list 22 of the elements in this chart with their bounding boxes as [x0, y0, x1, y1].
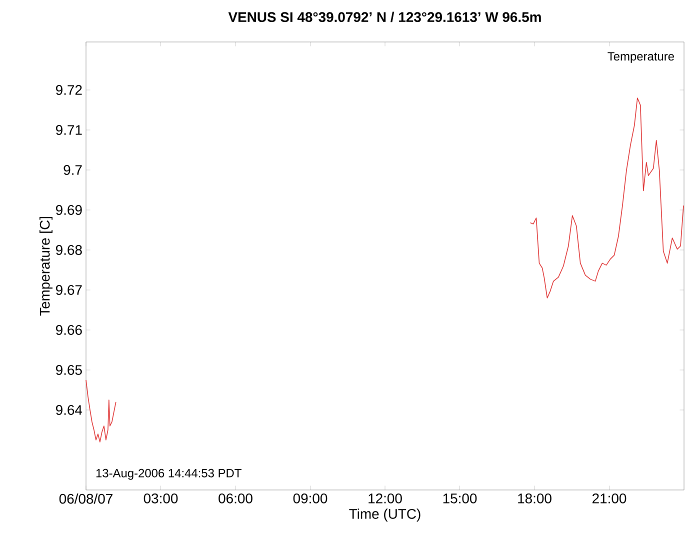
chart-title: VENUS SI 48°39.0792’ N / 123°29.1613’ W 96.5m — [228, 12, 541, 22]
y-tick-label: 9.71 — [56, 125, 82, 135]
x-axis-title: Time (UTC) — [349, 508, 420, 522]
x-tick-label: 09:00 — [293, 493, 328, 504]
x-tick-label: 06:00 — [218, 493, 252, 504]
y-tick-label: 9.68 — [56, 245, 82, 255]
x-tick-label: 15:00 — [443, 493, 477, 504]
y-tick-label: 9.66 — [56, 325, 82, 335]
x-tick-label: 21:00 — [592, 493, 626, 504]
y-tick-label: 9.65 — [56, 365, 82, 375]
annotation: Temperature — [608, 52, 674, 63]
x-tick-label: 12:00 — [368, 493, 402, 504]
x-tick-label: 06/08/07 — [59, 494, 112, 504]
y-tick-label: 9.7 — [64, 165, 82, 175]
y-tick-label: 9.69 — [56, 205, 82, 215]
x-tick-label: 03:00 — [144, 493, 178, 504]
x-tick-label: 18:00 — [518, 493, 552, 504]
y-axis-title: Temperature [C] — [40, 217, 52, 316]
y-tick-label: 9.72 — [56, 85, 82, 95]
y-tick-label: 9.64 — [56, 405, 82, 415]
annotation: 13-Aug-2006 14:44:53 PDT — [96, 468, 242, 480]
y-tick-label: 9.67 — [56, 285, 82, 295]
